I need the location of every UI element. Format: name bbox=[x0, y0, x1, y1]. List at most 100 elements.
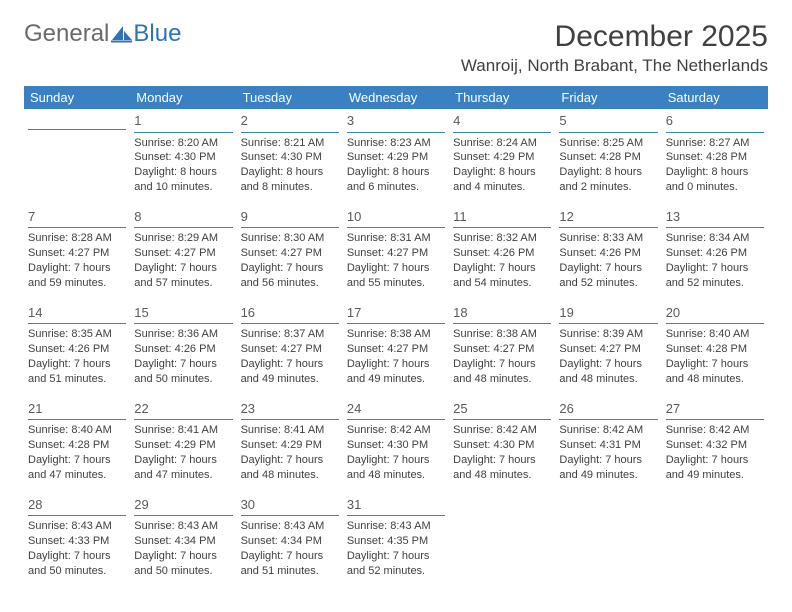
calendar-cell: 25Sunrise: 8:42 AMSunset: 4:30 PMDayligh… bbox=[449, 397, 555, 493]
daylight-line: Daylight: 8 hours and 2 minutes. bbox=[559, 165, 657, 195]
sunset-line: Sunset: 4:26 PM bbox=[453, 246, 551, 261]
sunset-line: Sunset: 4:28 PM bbox=[28, 438, 126, 453]
daylight-line: Daylight: 7 hours and 59 minutes. bbox=[28, 261, 126, 291]
daylight-line: Daylight: 7 hours and 49 minutes. bbox=[347, 357, 445, 387]
day-number: 28 bbox=[28, 496, 126, 517]
sunrise-line: Sunrise: 8:36 AM bbox=[134, 327, 232, 342]
daylight-line: Daylight: 7 hours and 50 minutes. bbox=[134, 549, 232, 579]
day-number: 12 bbox=[559, 208, 657, 229]
sunrise-line: Sunrise: 8:42 AM bbox=[559, 423, 657, 438]
daylight-line: Daylight: 7 hours and 52 minutes. bbox=[347, 549, 445, 579]
daylight-line: Daylight: 7 hours and 49 minutes. bbox=[666, 453, 764, 483]
sunrise-line: Sunrise: 8:38 AM bbox=[453, 327, 551, 342]
sunrise-line: Sunrise: 8:28 AM bbox=[28, 231, 126, 246]
day-number: 15 bbox=[134, 304, 232, 325]
weekday-header: Monday bbox=[130, 86, 236, 109]
calendar-cell: 17Sunrise: 8:38 AMSunset: 4:27 PMDayligh… bbox=[343, 301, 449, 397]
calendar-cell bbox=[24, 109, 130, 205]
day-number: 18 bbox=[453, 304, 551, 325]
sunset-line: Sunset: 4:30 PM bbox=[134, 150, 232, 165]
calendar-cell: 18Sunrise: 8:38 AMSunset: 4:27 PMDayligh… bbox=[449, 301, 555, 397]
calendar-cell: 3Sunrise: 8:23 AMSunset: 4:29 PMDaylight… bbox=[343, 109, 449, 205]
daylight-line: Daylight: 7 hours and 47 minutes. bbox=[134, 453, 232, 483]
sunrise-line: Sunrise: 8:20 AM bbox=[134, 136, 232, 151]
calendar-cell: 28Sunrise: 8:43 AMSunset: 4:33 PMDayligh… bbox=[24, 493, 130, 589]
sunset-line: Sunset: 4:27 PM bbox=[347, 342, 445, 357]
sunrise-line: Sunrise: 8:42 AM bbox=[453, 423, 551, 438]
sunrise-line: Sunrise: 8:41 AM bbox=[134, 423, 232, 438]
day-number: 23 bbox=[241, 400, 339, 421]
calendar-cell: 13Sunrise: 8:34 AMSunset: 4:26 PMDayligh… bbox=[662, 205, 768, 301]
sunrise-line: Sunrise: 8:40 AM bbox=[666, 327, 764, 342]
day-number: 19 bbox=[559, 304, 657, 325]
calendar-table: SundayMondayTuesdayWednesdayThursdayFrid… bbox=[24, 86, 768, 589]
sunset-line: Sunset: 4:33 PM bbox=[28, 534, 126, 549]
sunrise-line: Sunrise: 8:25 AM bbox=[559, 136, 657, 151]
sunrise-line: Sunrise: 8:43 AM bbox=[241, 519, 339, 534]
brand-logo: General Blue bbox=[24, 20, 181, 48]
daylight-line: Daylight: 7 hours and 48 minutes. bbox=[241, 453, 339, 483]
daylight-line: Daylight: 7 hours and 48 minutes. bbox=[666, 357, 764, 387]
day-number: 8 bbox=[134, 208, 232, 229]
sunset-line: Sunset: 4:27 PM bbox=[453, 342, 551, 357]
calendar-row: 21Sunrise: 8:40 AMSunset: 4:28 PMDayligh… bbox=[24, 397, 768, 493]
day-number: 30 bbox=[241, 496, 339, 517]
sunset-line: Sunset: 4:28 PM bbox=[666, 342, 764, 357]
sunset-line: Sunset: 4:28 PM bbox=[666, 150, 764, 165]
sunset-line: Sunset: 4:29 PM bbox=[347, 150, 445, 165]
sunrise-line: Sunrise: 8:37 AM bbox=[241, 327, 339, 342]
sunset-line: Sunset: 4:27 PM bbox=[241, 246, 339, 261]
daylight-line: Daylight: 7 hours and 56 minutes. bbox=[241, 261, 339, 291]
daylight-line: Daylight: 7 hours and 50 minutes. bbox=[28, 549, 126, 579]
sunset-line: Sunset: 4:28 PM bbox=[559, 150, 657, 165]
sunset-line: Sunset: 4:35 PM bbox=[347, 534, 445, 549]
sunrise-line: Sunrise: 8:35 AM bbox=[28, 327, 126, 342]
calendar-cell: 11Sunrise: 8:32 AMSunset: 4:26 PMDayligh… bbox=[449, 205, 555, 301]
sunset-line: Sunset: 4:26 PM bbox=[134, 342, 232, 357]
day-number: 21 bbox=[28, 400, 126, 421]
daylight-line: Daylight: 7 hours and 49 minutes. bbox=[559, 453, 657, 483]
sunrise-line: Sunrise: 8:43 AM bbox=[134, 519, 232, 534]
sunset-line: Sunset: 4:26 PM bbox=[559, 246, 657, 261]
calendar-cell: 12Sunrise: 8:33 AMSunset: 4:26 PMDayligh… bbox=[555, 205, 661, 301]
calendar-cell: 21Sunrise: 8:40 AMSunset: 4:28 PMDayligh… bbox=[24, 397, 130, 493]
sunset-line: Sunset: 4:27 PM bbox=[28, 246, 126, 261]
day-number: 5 bbox=[559, 112, 657, 133]
daylight-line: Daylight: 7 hours and 50 minutes. bbox=[134, 357, 232, 387]
calendar-cell: 14Sunrise: 8:35 AMSunset: 4:26 PMDayligh… bbox=[24, 301, 130, 397]
day-number: 20 bbox=[666, 304, 764, 325]
calendar-head: SundayMondayTuesdayWednesdayThursdayFrid… bbox=[24, 86, 768, 109]
day-number: 2 bbox=[241, 112, 339, 133]
calendar-cell: 8Sunrise: 8:29 AMSunset: 4:27 PMDaylight… bbox=[130, 205, 236, 301]
calendar-cell bbox=[555, 493, 661, 589]
daylight-line: Daylight: 7 hours and 52 minutes. bbox=[666, 261, 764, 291]
daylight-line: Daylight: 7 hours and 48 minutes. bbox=[347, 453, 445, 483]
brand-text-blue: Blue bbox=[133, 20, 181, 48]
sunset-line: Sunset: 4:29 PM bbox=[453, 150, 551, 165]
daylight-line: Daylight: 7 hours and 52 minutes. bbox=[559, 261, 657, 291]
calendar-row: 28Sunrise: 8:43 AMSunset: 4:33 PMDayligh… bbox=[24, 493, 768, 589]
day-number: 27 bbox=[666, 400, 764, 421]
calendar-cell: 7Sunrise: 8:28 AMSunset: 4:27 PMDaylight… bbox=[24, 205, 130, 301]
sunrise-line: Sunrise: 8:30 AM bbox=[241, 231, 339, 246]
weekday-header: Thursday bbox=[449, 86, 555, 109]
day-number: 9 bbox=[241, 208, 339, 229]
day-number: 29 bbox=[134, 496, 232, 517]
daylight-line: Daylight: 7 hours and 48 minutes. bbox=[559, 357, 657, 387]
day-number: 1 bbox=[134, 112, 232, 133]
day-number: 11 bbox=[453, 208, 551, 229]
calendar-cell: 1 Sunrise: 8:20 AMSunset: 4:30 PMDaylight… bbox=[130, 109, 236, 205]
sunrise-line: Sunrise: 8:32 AM bbox=[453, 231, 551, 246]
day-number: 6 bbox=[666, 112, 764, 133]
weekday-header: Sunday bbox=[24, 86, 130, 109]
calendar-cell: 15 Sunrise: 8:36 AMSunset: 4:26 PMDayligh… bbox=[130, 301, 236, 397]
sunset-line: Sunset: 4:31 PM bbox=[559, 438, 657, 453]
sunset-line: Sunset: 4:34 PM bbox=[241, 534, 339, 549]
weekday-header: Saturday bbox=[662, 86, 768, 109]
brand-text-general: General bbox=[24, 20, 109, 48]
calendar-cell: 29Sunrise: 8:43 AMSunset: 4:34 PMDayligh… bbox=[130, 493, 236, 589]
calendar-row: 14Sunrise: 8:35 AMSunset: 4:26 PMDayligh… bbox=[24, 301, 768, 397]
calendar-cell: 5 Sunrise: 8:25 AMSunset: 4:28 PMDaylight… bbox=[555, 109, 661, 205]
sunrise-line: Sunrise: 8:39 AM bbox=[559, 327, 657, 342]
daylight-line: Daylight: 8 hours and 10 minutes. bbox=[134, 165, 232, 195]
